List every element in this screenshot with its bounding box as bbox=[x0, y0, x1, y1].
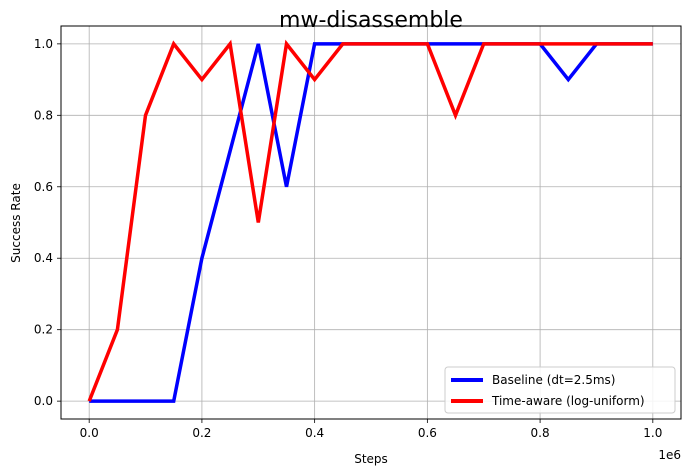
y-tick-label: 0.8 bbox=[34, 108, 53, 122]
x-tick-label: 0.0 bbox=[80, 426, 99, 440]
x-tick-label: 0.4 bbox=[305, 426, 324, 440]
legend-label-baseline: Baseline (dt=2.5ms) bbox=[492, 373, 615, 387]
x-axis-label: Steps bbox=[354, 452, 388, 466]
series-line-time-aware bbox=[87, 39, 653, 402]
x-tick-label: 1.0 bbox=[643, 426, 662, 440]
grid bbox=[61, 26, 681, 419]
x-tick-label: 0.2 bbox=[192, 426, 211, 440]
series-layer bbox=[87, 39, 653, 403]
y-tick-label: 0.4 bbox=[34, 251, 53, 265]
y-tick-label: 1.0 bbox=[34, 37, 53, 51]
y-tick-label: 0.0 bbox=[34, 394, 53, 408]
chart-title: mw-disassemble bbox=[279, 8, 463, 33]
legend: Baseline (dt=2.5ms) Time-aware (log-unif… bbox=[444, 366, 676, 414]
y-axis-label: Success Rate bbox=[9, 183, 23, 263]
y-tick-label: 0.2 bbox=[34, 323, 53, 337]
legend-label-time-aware: Time-aware (log-uniform) bbox=[491, 394, 645, 408]
legend-box bbox=[444, 366, 676, 414]
x-axis: 0.0 0.2 0.4 0.6 0.8 1.0 bbox=[80, 419, 662, 440]
series-line-baseline bbox=[89, 42, 653, 403]
y-tick-label: 0.6 bbox=[34, 180, 53, 194]
x-tick-label: 0.8 bbox=[531, 426, 550, 440]
x-offset-label: 1e6 bbox=[658, 448, 681, 462]
y-axis: 0.0 0.2 0.4 0.6 0.8 1.0 bbox=[34, 37, 61, 408]
plot-frame bbox=[60, 25, 682, 420]
x-tick-label: 0.6 bbox=[418, 426, 437, 440]
